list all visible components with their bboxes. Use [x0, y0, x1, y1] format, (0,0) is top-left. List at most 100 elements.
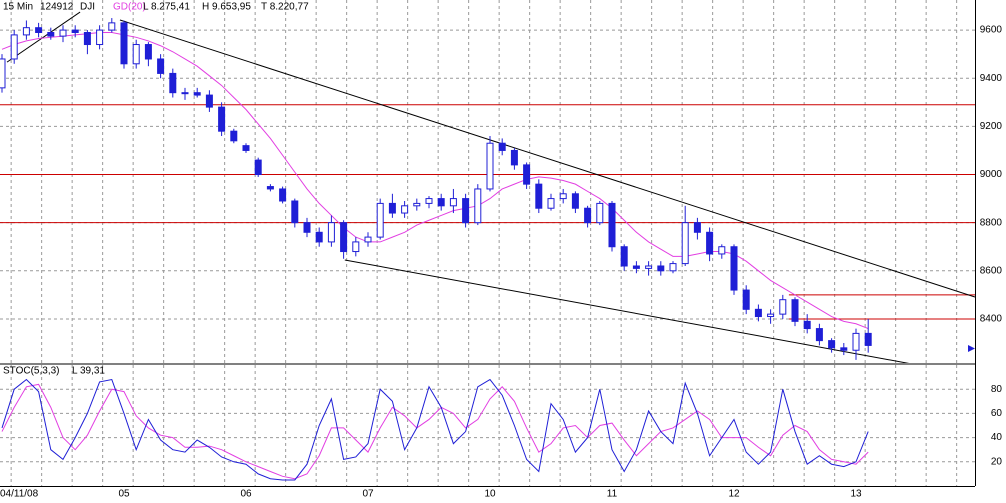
- candle-body: [59, 29, 67, 37]
- candle-body: [632, 265, 640, 269]
- candle-body: [547, 198, 555, 209]
- stochastic-panel: [0, 365, 975, 486]
- y-tick-label: 40: [991, 432, 1003, 443]
- header-low: L 8.275,41: [143, 2, 190, 13]
- candle-body: [230, 130, 238, 142]
- candle-body: [413, 202, 421, 207]
- candle-body: [291, 200, 299, 224]
- candle-body: [132, 44, 140, 65]
- candle-body: [815, 328, 823, 342]
- y-tick-label: 60: [991, 408, 1003, 419]
- candle-body: [388, 202, 396, 214]
- candle-body: [742, 289, 750, 310]
- candle-body: [706, 231, 714, 255]
- trendline: [344, 259, 910, 363]
- candle-body: [437, 198, 445, 207]
- candle-body: [181, 92, 189, 95]
- candle-body: [510, 149, 518, 166]
- candle-body: [681, 222, 689, 265]
- candle-body: [83, 31, 91, 46]
- x-tick-label: 05: [118, 489, 130, 500]
- x-tick-label: 04/11/08: [0, 489, 39, 500]
- candle-body: [864, 332, 872, 346]
- stoch-title: STOC(5,3,3): [3, 366, 60, 377]
- candle-body: [0, 58, 6, 89]
- candle-body: [852, 332, 860, 351]
- x-tick-label: 11: [607, 489, 618, 500]
- header-last: T 8.220,77: [261, 2, 309, 13]
- candle-body: [828, 340, 836, 349]
- candle-body: [364, 236, 372, 243]
- candle-body: [144, 44, 152, 60]
- candle-body: [486, 142, 494, 190]
- y-tick-label: 9600: [980, 25, 1003, 36]
- candle-body: [425, 198, 433, 204]
- candle-body: [376, 202, 384, 238]
- header-count: 124912: [40, 2, 74, 13]
- candle-body: [840, 347, 848, 351]
- x-tick-label: 12: [728, 489, 740, 500]
- candle-body: [120, 22, 128, 65]
- candle-body: [35, 27, 43, 33]
- stochastic-line: [1, 378, 869, 481]
- candle-body: [303, 222, 311, 233]
- candle-body: [669, 263, 677, 272]
- candle-body: [779, 299, 787, 315]
- candle-body: [803, 320, 811, 330]
- candle-body: [596, 202, 604, 224]
- candle-body: [47, 31, 55, 37]
- candle-body: [498, 142, 506, 151]
- candle-body: [71, 29, 79, 33]
- candle-body: [193, 92, 201, 96]
- stoch-last: L 39,31: [72, 366, 105, 377]
- candle-body: [584, 207, 592, 224]
- legend-ma: GD(20): [113, 2, 146, 13]
- candle-body: [315, 231, 323, 243]
- candle-body: [608, 202, 616, 248]
- candle-body: [791, 299, 799, 322]
- header-symbol: DJI: [80, 2, 95, 13]
- candle-body: [754, 308, 762, 318]
- y-tick-label: 8600: [980, 265, 1003, 276]
- candle-body: [730, 246, 738, 291]
- trendline: [119, 19, 975, 298]
- candle-body: [169, 72, 177, 94]
- candle-body: [242, 145, 250, 151]
- candle-body: [327, 222, 335, 243]
- header-high: H 9.653,95: [202, 2, 251, 13]
- candle-body: [266, 186, 274, 190]
- axes: 8400 8600 8800 9000 9200 9400 9600 04/11/08 05 06…: [0, 25, 1002, 500]
- y-tick-label: 20: [991, 456, 1003, 467]
- candle-body: [462, 198, 470, 224]
- candle-body: [108, 22, 116, 31]
- candle-body: [352, 241, 360, 253]
- y-tick-label: 8400: [980, 314, 1003, 325]
- y-tick-label: 8800: [980, 217, 1003, 228]
- candle-body: [157, 58, 165, 74]
- y-tick-label: 9200: [980, 121, 1003, 132]
- candle-body: [645, 265, 653, 269]
- y-tick-label: 80: [991, 384, 1003, 395]
- candle-body: [401, 205, 409, 214]
- x-tick-label: 07: [362, 489, 374, 500]
- candle-body: [559, 193, 567, 200]
- trendline: [6, 11, 81, 63]
- candle-body: [205, 94, 213, 108]
- candle-body: [10, 34, 18, 60]
- candle-body: [96, 29, 104, 46]
- candle-body: [693, 222, 701, 233]
- x-tick-label: 06: [240, 489, 252, 500]
- candle-body: [523, 164, 531, 185]
- candle-body: [474, 188, 482, 224]
- candle-body: [254, 159, 262, 176]
- candle-body: [767, 313, 775, 318]
- candle-body: [535, 183, 543, 209]
- price-panel: [0, 0, 975, 363]
- candle-body: [218, 106, 226, 132]
- candle-body: [22, 27, 30, 36]
- candle-body: [718, 246, 726, 255]
- x-tick-label: 10: [484, 489, 496, 500]
- header-interval: 15 Min: [3, 2, 33, 13]
